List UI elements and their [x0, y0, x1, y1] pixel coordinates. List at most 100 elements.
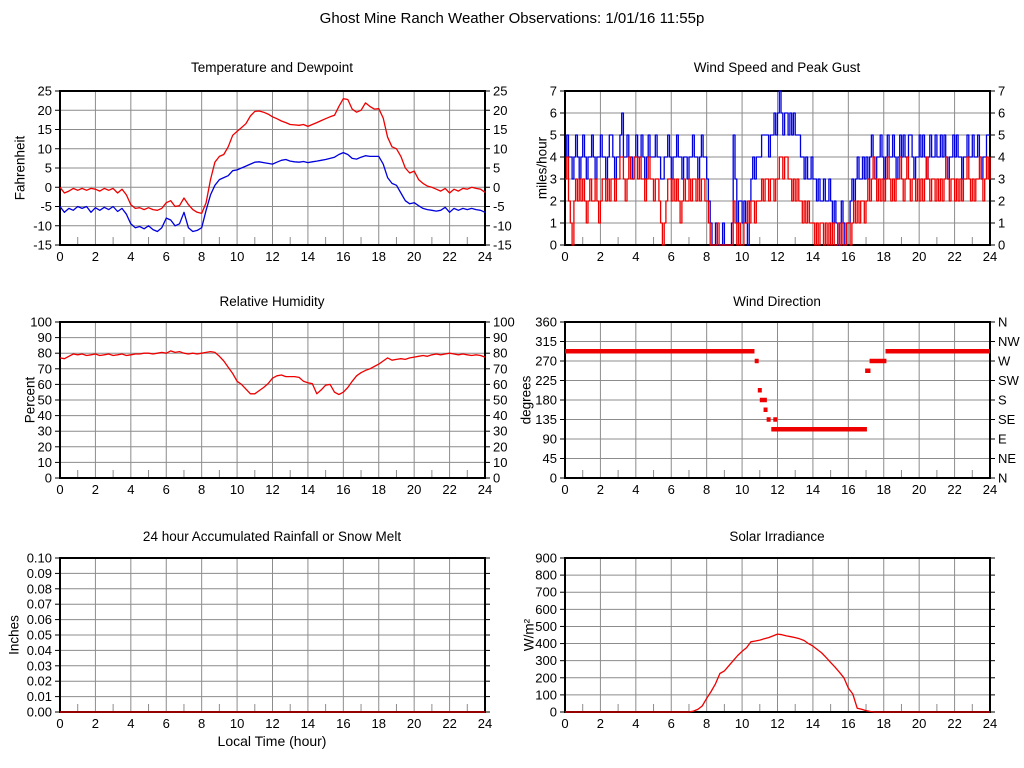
- ytick-label: 70: [38, 361, 52, 376]
- compass-label: W: [998, 354, 1011, 369]
- xtick-label: 2: [92, 249, 99, 264]
- xtick-label: 4: [127, 249, 134, 264]
- xtick-label: 10: [735, 482, 749, 497]
- ytick-label: 800: [535, 568, 557, 583]
- ytick-label: 60: [38, 377, 52, 392]
- xtick-label: 8: [703, 716, 710, 731]
- xtick-label: 0: [56, 249, 63, 264]
- xtick-label: 14: [301, 716, 315, 731]
- ytick-label-right: 30: [493, 424, 507, 439]
- compass-label: NE: [998, 451, 1016, 466]
- ytick-label: -10: [33, 218, 52, 233]
- xtick-label: 16: [841, 716, 855, 731]
- ytick-label: 6: [550, 106, 557, 121]
- ytick-label-right: 80: [493, 346, 507, 361]
- ytick-label: 15: [38, 122, 52, 137]
- ytick-label: 25: [38, 84, 52, 99]
- xtick-label: 2: [597, 482, 604, 497]
- compass-label: SE: [998, 412, 1016, 427]
- xtick-label: 12: [770, 482, 784, 497]
- ytick-label-right: 7: [998, 84, 1005, 99]
- xtick-label: 10: [230, 482, 244, 497]
- ytick-label: 0.00: [27, 705, 52, 720]
- ytick-label: 0: [45, 180, 52, 195]
- ytick-label-right: 25: [493, 84, 507, 99]
- xtick-label: 24: [478, 482, 492, 497]
- chart-title-rainfall: 24 hour Accumulated Rainfall or Snow Mel…: [142, 529, 402, 544]
- compass-label: S: [998, 393, 1007, 408]
- xtick-label: 18: [877, 716, 891, 731]
- xtick-label: 0: [561, 249, 568, 264]
- wind-speed-chart: 0 01 12 23 34 45 56 67 70 2 4 6 8 10 12 14 16 18 20 22 24: [550, 84, 1005, 265]
- xtick-label: 14: [301, 482, 315, 497]
- xtick-label: 10: [230, 249, 244, 264]
- xtick-label: 20: [407, 716, 421, 731]
- ytick-label: 40: [38, 408, 52, 423]
- xtick-label: 20: [407, 482, 421, 497]
- xtick-label: 12: [265, 482, 279, 497]
- ytick-label-right: 20: [493, 103, 507, 118]
- ytick-label-right: 1: [998, 216, 1005, 231]
- xtick-label: 18: [877, 249, 891, 264]
- xtick-label: 6: [163, 716, 170, 731]
- series-temperature: [59, 98, 486, 215]
- xtick-label: 18: [372, 716, 386, 731]
- xtick-label: 16: [336, 249, 350, 264]
- plot-border: [59, 90, 486, 246]
- ytick-label-right: 5: [998, 128, 1005, 143]
- ytick-label: 80: [38, 346, 52, 361]
- ytick-label-right: 4: [998, 150, 1005, 165]
- ytick-label: 700: [535, 585, 557, 600]
- xtick-label: 12: [265, 716, 279, 731]
- ytick-label: 0.07: [27, 597, 52, 612]
- ytick-label: 900: [535, 551, 557, 566]
- xtick-label: 22: [442, 716, 456, 731]
- ytick-label: 45: [543, 451, 557, 466]
- ytick-label: 100: [30, 315, 52, 330]
- ytick-label: 400: [535, 636, 557, 651]
- ytick-label: 50: [38, 393, 52, 408]
- ytick-label: 200: [535, 670, 557, 685]
- ytick-label-right: 3: [998, 172, 1005, 187]
- xtick-label: 20: [912, 249, 926, 264]
- xtick-label: 20: [407, 249, 421, 264]
- ytick-label: 0.02: [27, 674, 52, 689]
- ytick-label: 225: [535, 373, 557, 388]
- ytick-label-right: -5: [493, 199, 505, 214]
- chart-title-temperature: Temperature and Dewpoint: [190, 60, 354, 75]
- ytick-label: 500: [535, 619, 557, 634]
- xtick-label: 24: [983, 249, 997, 264]
- ytick-label-right: 0: [493, 180, 500, 195]
- ytick-label: 20: [38, 103, 52, 118]
- xtick-label: 0: [56, 482, 63, 497]
- ylabel-inches: Inches: [6, 615, 22, 655]
- xtick-label: 2: [92, 716, 99, 731]
- ylabel-fahrenheit: Fahrenheit: [12, 135, 28, 201]
- ytick-label: 10: [38, 455, 52, 470]
- ytick-label: 180: [535, 393, 557, 408]
- xtick-label: 22: [442, 249, 456, 264]
- xtick-label: 16: [336, 482, 350, 497]
- chart-title-solar: Solar Irradiance: [729, 529, 825, 544]
- ytick-label: 0.06: [27, 612, 52, 627]
- xtick-label: 8: [198, 716, 205, 731]
- ytick-label-right: 0: [493, 471, 500, 486]
- xtick-label: 18: [372, 249, 386, 264]
- plot-border: [564, 557, 991, 713]
- xtick-label: 0: [561, 716, 568, 731]
- xtick-label: 2: [597, 249, 604, 264]
- ytick-label: 5: [550, 128, 557, 143]
- xtick-label: 22: [442, 482, 456, 497]
- ytick-label: 0: [45, 471, 52, 486]
- xtick-label: 6: [163, 482, 170, 497]
- xtick-label: 0: [56, 716, 63, 731]
- xlabel-local-time: Local Time (hour): [217, 733, 327, 749]
- ytick-label: 135: [535, 412, 557, 427]
- ytick-label: 0.08: [27, 581, 52, 596]
- xtick-label: 24: [983, 716, 997, 731]
- ytick-label-right: 6: [998, 106, 1005, 121]
- ytick-label-right: 0: [998, 238, 1005, 253]
